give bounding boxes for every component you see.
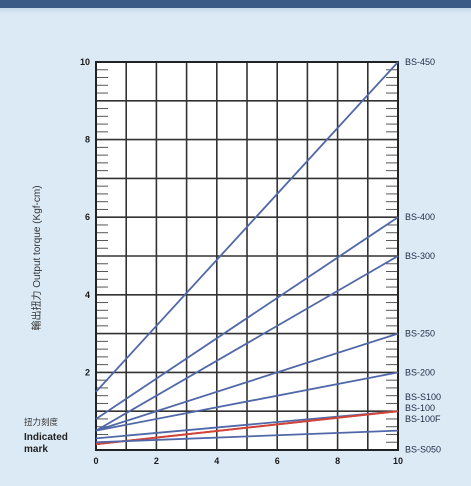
header-shade <box>0 8 471 14</box>
y-tick-label: 6 <box>85 212 90 222</box>
y-tick-labels: 2 4 6 8 10 <box>80 57 90 377</box>
x-tick-label: 0 <box>93 456 98 466</box>
series-line <box>95 61 399 393</box>
series-labels: BS-450BS-400BS-300BS-250BS-200BS-S100BS-… <box>405 57 441 455</box>
series-label: BS-400 <box>405 212 435 222</box>
x-tick-label: 4 <box>214 456 219 466</box>
x-tick-labels: 0 2 4 6 8 10 <box>93 456 403 466</box>
series-line <box>95 255 399 432</box>
series-line <box>95 332 399 432</box>
y-tick-label: 10 <box>80 57 90 67</box>
y-axis-title: 輸出扭力 Output torque (Kgf-cm) <box>30 185 43 330</box>
series-line <box>95 371 399 432</box>
x-tick-label: 8 <box>335 456 340 466</box>
series-label: BS-200 <box>405 367 435 377</box>
series-line <box>95 410 399 440</box>
series-label: BS-250 <box>405 329 435 339</box>
series-label: BS-100F <box>405 414 441 424</box>
y-tick-label: 8 <box>85 135 90 145</box>
indicated-mark-en-line1: Indicated <box>24 432 68 443</box>
y-tick-label: 4 <box>85 290 90 300</box>
series-line <box>95 410 399 446</box>
series-line <box>95 216 399 420</box>
x-tick-label: 6 <box>275 456 280 466</box>
x-tick-label: 10 <box>393 456 403 466</box>
series-lines <box>95 61 399 446</box>
series-label: BS-450 <box>405 57 435 67</box>
series-line <box>95 429 399 444</box>
y-tick-label: 2 <box>85 367 90 377</box>
series-label: BS-S100 <box>405 392 441 402</box>
x-tick-label: 2 <box>154 456 159 466</box>
header-bar <box>0 0 471 8</box>
series-label: BS-100 <box>405 403 435 413</box>
indicated-mark-en-line2: mark <box>24 444 48 455</box>
series-label: BS-300 <box>405 251 435 261</box>
indicated-mark-cn: 扭力刻度 <box>24 417 59 427</box>
series-label: BS-S050 <box>405 445 441 455</box>
